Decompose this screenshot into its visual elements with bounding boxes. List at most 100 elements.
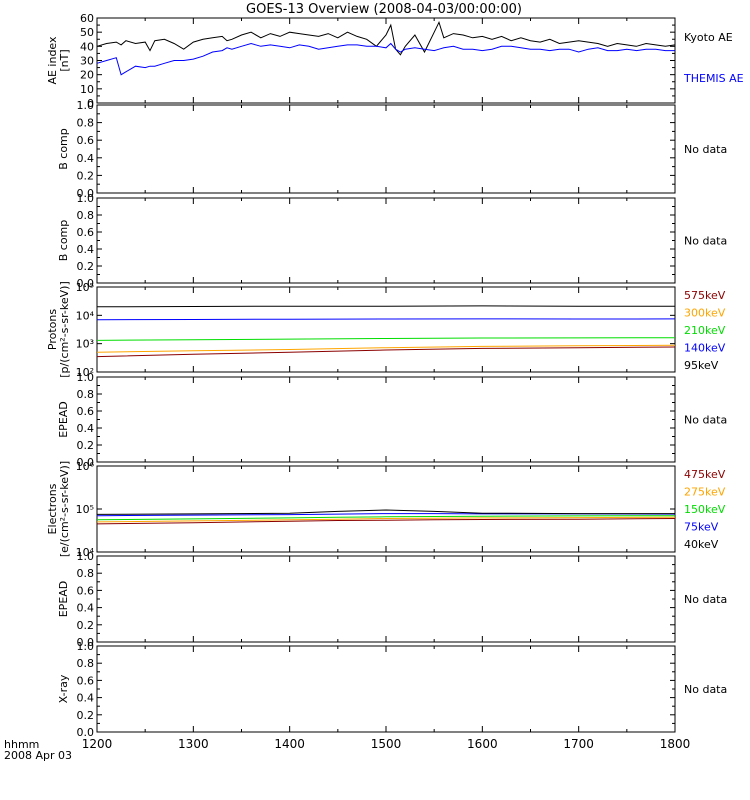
y-tick-label: 10² (76, 366, 94, 379)
series-line-kyoto-ae (96, 20, 676, 56)
y-tick-label: 0.2 (77, 169, 95, 182)
legend-entry: 150keV (684, 503, 726, 516)
legend-entry: 140keV (684, 342, 726, 355)
legend-entry: 210keV (684, 324, 726, 337)
y-axis-label: [nT] (58, 49, 71, 71)
legend-entry: 275keV (684, 486, 726, 499)
y-axis-label: Protons (46, 309, 59, 350)
panel-8: 0.0 0.2 0.4 0.6 0.8 1.0 X-ray No data (57, 640, 727, 739)
y-tick-label: 30 (80, 55, 94, 68)
y-axis-label: EPEAD (57, 401, 70, 438)
y-tick-label: 1.0 (77, 550, 95, 563)
panel-4: 10² 10³ 10⁴ 10⁵ Protons [p/(cm²-s-sr-keV)] 575… (46, 281, 726, 379)
panel-3: 0.0 0.2 0.4 0.6 0.8 1.0 B comp No data (57, 192, 727, 290)
series-line-40kev (96, 509, 675, 515)
panel-6: 10⁴ 10⁵ 10⁶ Electrons [e/(cm²-s-sr-keV)] 475k… (46, 460, 726, 559)
no-data-label: No data (684, 414, 727, 427)
x-tick-label: 1700 (563, 737, 594, 751)
y-tick-label: 0.6 (77, 584, 95, 597)
y-tick-label: 0.4 (77, 602, 95, 615)
y-tick-label: 0 (87, 97, 94, 110)
y-tick-label: 0.6 (77, 674, 95, 687)
x-tick-label: 1400 (274, 737, 305, 751)
y-tick-label: 0.2 (77, 619, 95, 632)
y-tick-label: 40 (80, 40, 94, 53)
y-tick-label: 10 (80, 83, 94, 96)
x-tick-label: 1200 (82, 737, 113, 751)
y-axis-label: B comp (57, 220, 70, 262)
no-data-label: No data (684, 683, 727, 696)
y-tick-label: 0.0 (77, 636, 95, 649)
panel-5: 0.0 0.2 0.4 0.6 0.8 1.0 EPEAD No data (57, 371, 727, 469)
y-axis-label: EPEAD (57, 581, 70, 618)
y-tick-label: 0.4 (77, 692, 95, 705)
x-tick-label: 1300 (178, 737, 209, 751)
y-tick-label: 0.8 (77, 117, 95, 130)
series-line-475kev (96, 518, 676, 525)
legend-entry: 300keV (684, 307, 726, 320)
y-tick-label: 60 (80, 12, 94, 25)
y-tick-label: 0.0 (77, 456, 95, 469)
series-line-140kev (96, 318, 676, 321)
no-data-label: No data (684, 593, 727, 606)
y-axis-label: [e/(cm²-s-sr-keV)] (58, 461, 71, 557)
x-tick-label: 1600 (467, 737, 498, 751)
y-tick-label: 0.4 (77, 152, 95, 165)
y-axis-label: B comp (57, 128, 70, 170)
panel-frame (96, 286, 676, 373)
y-tick-label: 0.8 (77, 209, 95, 222)
legend-entry: THEMIS AE (683, 72, 744, 85)
y-tick-label: 10⁶ (76, 460, 95, 473)
y-tick-label: 1.0 (77, 640, 95, 653)
y-tick-label: 1.0 (77, 192, 95, 205)
y-axis-label: X-ray (57, 674, 70, 703)
time-axis-label-hhmm: hhmm (4, 738, 39, 751)
y-axis-label: AE index (46, 36, 59, 85)
y-tick-label: 0.8 (77, 567, 95, 580)
panel-frame (96, 104, 676, 194)
series-line-150kev (96, 515, 676, 521)
y-tick-label: 0.0 (77, 277, 95, 290)
y-tick-label: 0.6 (77, 226, 95, 239)
panel-frame (96, 555, 676, 643)
y-axis-label: [p/(cm²-s-sr-keV)] (58, 281, 71, 378)
legend-entry: 575keV (684, 289, 726, 302)
series-line-210kev (96, 337, 676, 341)
y-tick-label: 0.6 (77, 134, 95, 147)
legend-entry: 95keV (684, 359, 719, 372)
series-line-95kev (96, 305, 675, 308)
y-tick-label: 0.4 (77, 243, 95, 256)
series-line-300kev (96, 344, 676, 353)
panel-frame (96, 465, 676, 553)
figure-title: GOES-13 Overview (2008-04-03/00:00:00) (246, 2, 522, 17)
y-tick-label: 50 (80, 26, 94, 39)
no-data-label: No data (684, 143, 727, 156)
no-data-label: No data (684, 235, 727, 248)
y-tick-label: 0.2 (77, 709, 95, 722)
x-tick-label: 1500 (371, 737, 402, 751)
y-tick-label: 0.6 (77, 405, 95, 418)
panel-frame (96, 197, 676, 284)
panel-7: 0.0 0.2 0.4 0.6 0.8 1.0 EPEAD No data (57, 550, 727, 649)
time-axis-label-date: 2008 Apr 03 (4, 749, 72, 762)
legend-entry: Kyoto AE (684, 31, 733, 44)
y-tick-label: 0.2 (77, 439, 95, 452)
y-tick-label: 0.8 (77, 657, 95, 670)
legend-entry: 75keV (684, 521, 719, 534)
y-tick-label: 0.8 (77, 388, 95, 401)
series-line-275kev (96, 516, 676, 523)
y-tick-label: 20 (80, 69, 94, 82)
y-axis-label: Electrons (46, 483, 59, 534)
y-tick-label: 10⁵ (76, 503, 94, 516)
y-tick-label: 0.2 (77, 260, 95, 273)
y-tick-label: 10³ (76, 338, 94, 351)
y-tick-label: 10⁵ (76, 281, 94, 294)
y-tick-label: 0.4 (77, 422, 95, 435)
panel-2: 0.0 0.2 0.4 0.6 0.8 1.0 B comp No data (57, 99, 727, 200)
series-line-themis-ae (96, 42, 675, 76)
panel-frame (96, 376, 676, 463)
legend-entry: 40keV (684, 538, 719, 551)
